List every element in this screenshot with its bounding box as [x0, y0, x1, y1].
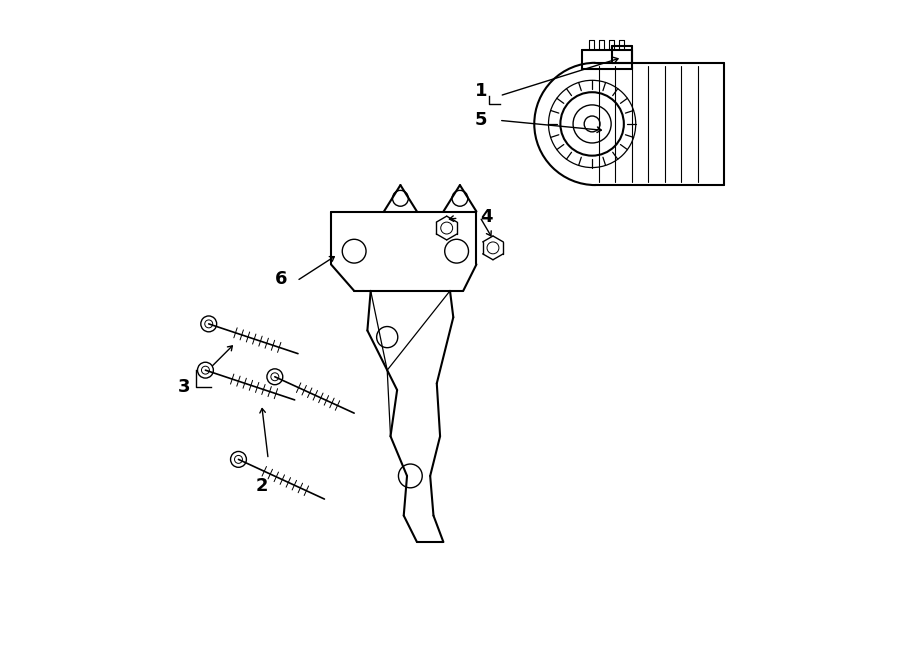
Text: 5: 5 [475, 111, 487, 130]
Text: 6: 6 [275, 270, 288, 288]
Text: 1: 1 [475, 82, 487, 100]
Circle shape [584, 116, 600, 132]
Text: 3: 3 [177, 377, 190, 396]
Text: 2: 2 [256, 477, 268, 495]
Text: 4: 4 [480, 208, 492, 226]
